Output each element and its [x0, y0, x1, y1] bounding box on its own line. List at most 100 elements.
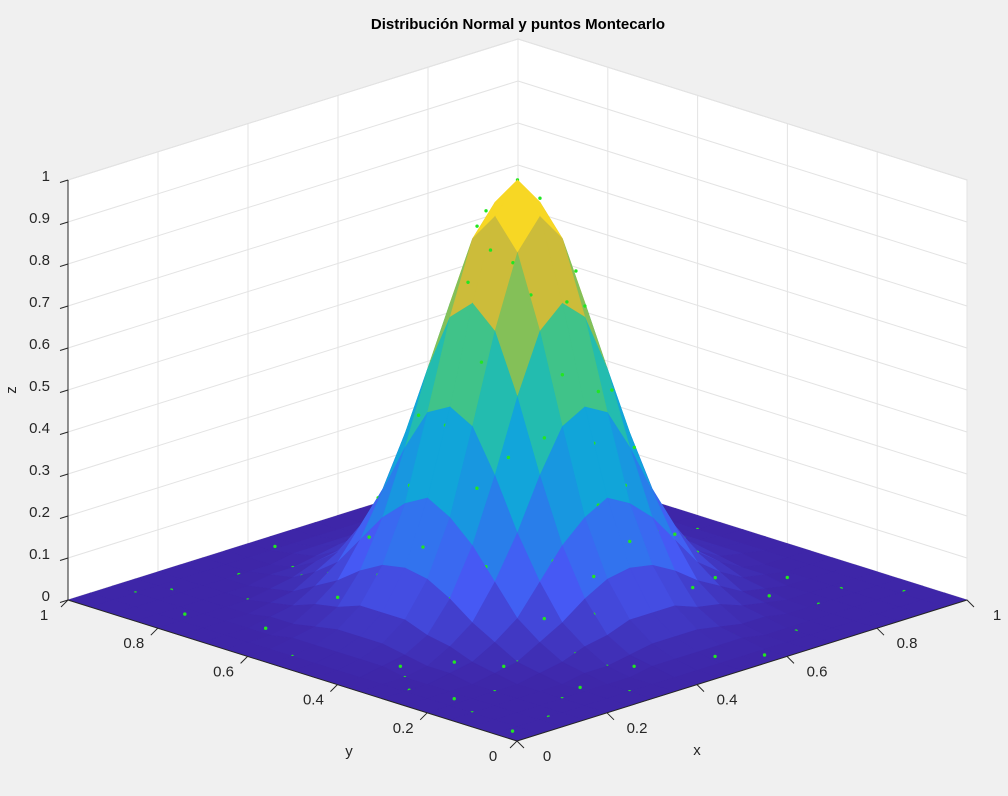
axis-line: [67, 599, 518, 742]
tick-mark: [59, 305, 69, 309]
montecarlo-point: [596, 389, 601, 394]
tick-mark: [59, 515, 69, 519]
montecarlo-point: [565, 300, 569, 304]
tick-mark: [516, 740, 525, 749]
grid-line: [517, 206, 968, 349]
tick-mark: [509, 740, 518, 749]
grid-line: [67, 80, 519, 223]
montecarlo-point: [335, 595, 340, 600]
montecarlo-point: [542, 616, 546, 621]
tick-mark: [59, 557, 69, 561]
grid-line: [67, 164, 519, 307]
tick-mark: [606, 712, 615, 721]
x-axis-label: x: [693, 742, 701, 759]
tick-mark: [696, 684, 705, 692]
grid-line: [517, 248, 968, 391]
montecarlo-point: [367, 535, 371, 539]
montecarlo-point: [767, 594, 771, 598]
tick-mark: [60, 599, 69, 608]
tick-mark: [59, 473, 69, 477]
z-tick-label: 0.9: [29, 210, 50, 227]
montecarlo-point: [713, 654, 717, 659]
z-tick-label: 0.8: [29, 252, 50, 269]
montecarlo-point: [785, 575, 789, 580]
grid-line: [67, 206, 519, 349]
z-tick-label: 0.6: [29, 336, 50, 353]
x-tick-label: 0.6: [807, 663, 828, 680]
tick-mark: [59, 263, 69, 267]
grid-line: [517, 80, 968, 223]
tick-mark: [59, 389, 69, 393]
montecarlo-point: [542, 436, 547, 440]
z-tick-label: 0: [42, 588, 50, 605]
tick-mark: [59, 347, 69, 351]
z-tick-label: 1: [42, 168, 50, 185]
x-tick-label: 1: [993, 607, 1001, 624]
montecarlo-point: [475, 486, 479, 490]
montecarlo-point: [484, 209, 488, 213]
montecarlo-point: [538, 196, 542, 200]
tick-mark: [419, 712, 428, 721]
montecarlo-point: [632, 445, 637, 450]
montecarlo-point: [511, 261, 515, 265]
x-tick-label: 0: [543, 748, 551, 765]
montecarlo-point: [506, 455, 511, 460]
montecarlo-point: [183, 612, 187, 616]
y-tick-label: 0: [489, 748, 497, 765]
tick-mark: [240, 656, 248, 664]
z-tick-label: 0.2: [29, 504, 50, 521]
x-tick-label: 0.8: [897, 635, 918, 652]
z-tick-label: 0.7: [29, 294, 50, 311]
montecarlo-point: [416, 413, 421, 417]
tick-mark: [876, 627, 885, 636]
grid-line: [517, 122, 968, 265]
z-axis-label: z: [3, 386, 20, 394]
montecarlo-point: [273, 544, 277, 549]
montecarlo-point: [466, 280, 470, 284]
chart-title: Distribución Normal y puntos Montecarlo: [371, 16, 665, 33]
montecarlo-point: [691, 585, 695, 590]
montecarlo-point: [574, 269, 578, 273]
montecarlo-point: [628, 539, 632, 544]
axis-line: [516, 599, 968, 742]
z-tick-label: 0.5: [29, 378, 50, 395]
tick-mark: [59, 431, 69, 435]
montecarlo-point: [632, 664, 636, 668]
y-tick-label: 0.2: [393, 720, 414, 737]
y-axis-label: y: [345, 743, 353, 760]
grid-line: [517, 290, 968, 433]
y-tick-label: 1: [40, 607, 48, 624]
montecarlo-point: [578, 685, 582, 690]
montecarlo-point: [263, 626, 268, 630]
y-tick-label: 0.6: [213, 663, 234, 680]
montecarlo-point: [502, 664, 506, 669]
montecarlo-point: [421, 545, 425, 549]
montecarlo-point: [529, 293, 533, 297]
montecarlo-point: [583, 304, 587, 308]
grid-line: [67, 38, 519, 181]
montecarlo-point: [475, 224, 479, 228]
montecarlo-point: [592, 574, 596, 579]
grid-line: [517, 164, 968, 307]
montecarlo-point: [479, 360, 484, 364]
z-tick-label: 0.4: [29, 420, 50, 437]
montecarlo-point: [762, 653, 767, 657]
tick-mark: [966, 599, 975, 608]
grid-line: [517, 38, 968, 181]
tick-mark: [330, 684, 338, 692]
tick-mark: [59, 221, 69, 225]
montecarlo-point: [560, 373, 565, 377]
x-tick-label: 0.4: [717, 692, 738, 709]
montecarlo-point: [610, 388, 614, 392]
grid-line: [67, 290, 519, 433]
grid-line: [67, 248, 519, 391]
y-tick-label: 0.4: [303, 692, 324, 709]
montecarlo-point: [673, 532, 677, 536]
montecarlo-point: [452, 697, 456, 701]
tick-mark: [786, 656, 795, 664]
x-tick-label: 0.2: [627, 720, 648, 737]
montecarlo-point: [398, 664, 403, 668]
z-tick-label: 0.1: [29, 546, 50, 563]
